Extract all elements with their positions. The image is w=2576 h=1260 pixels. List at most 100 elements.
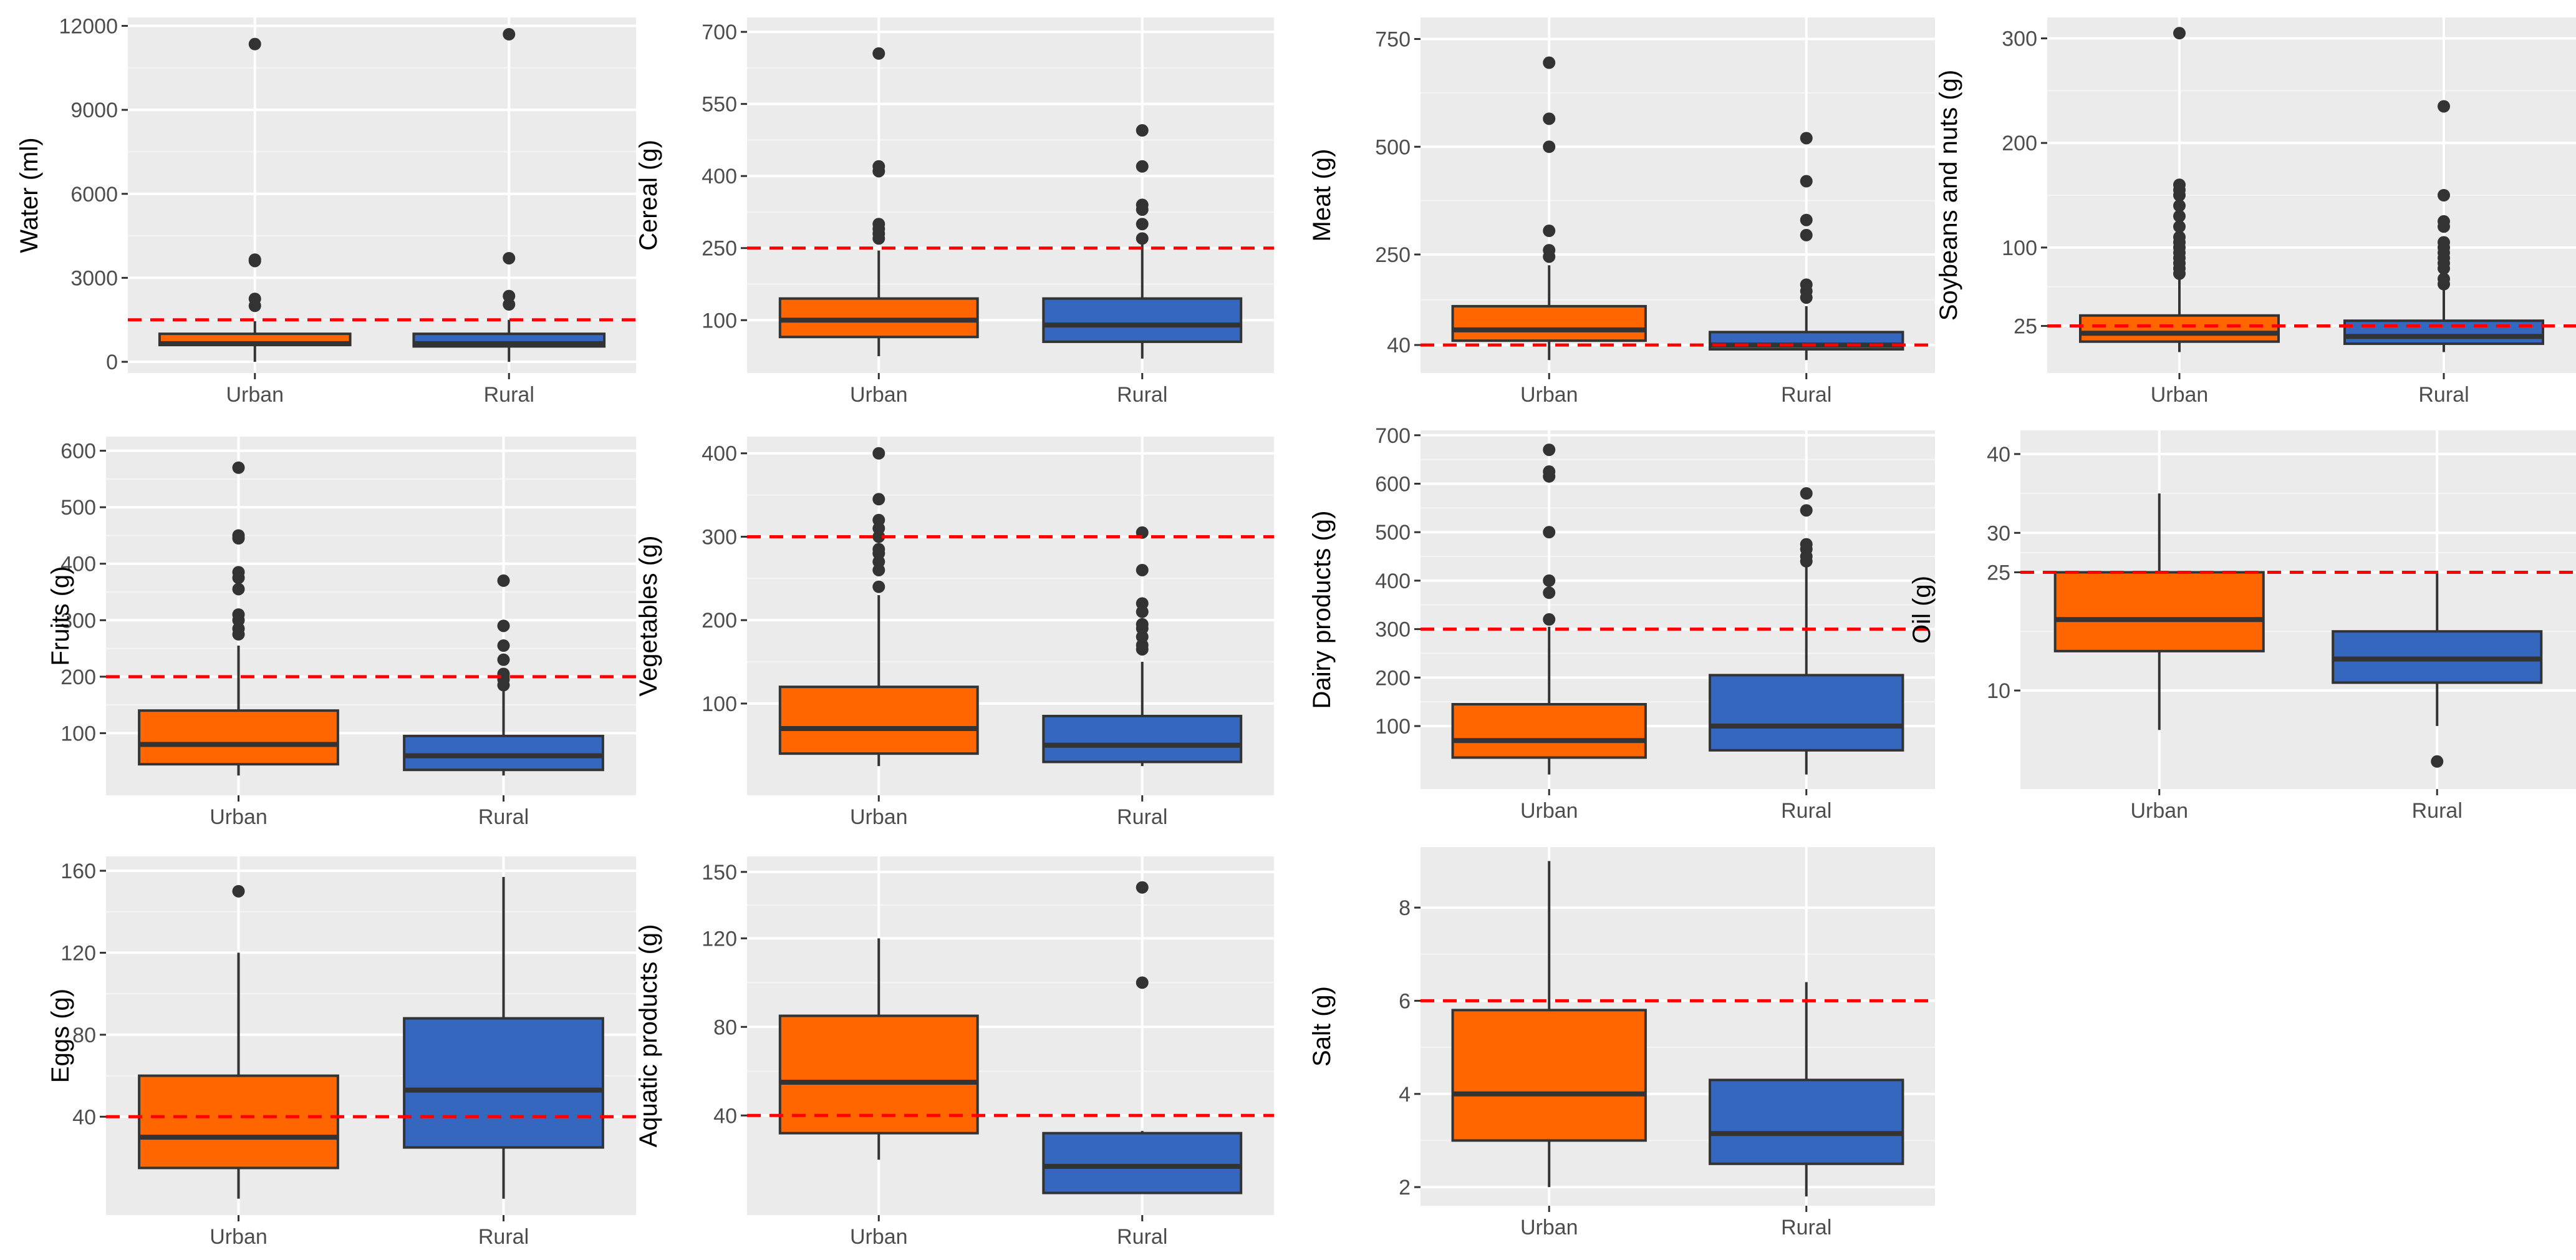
outlier-point [1543,586,1556,599]
outlier-point [2173,199,2186,212]
box-rural [403,876,604,1199]
outlier-point [1543,225,1556,237]
x-tick-label: Rural [478,1225,529,1249]
chart-panel-0: 0 3000 6000 9000 12000 Urban Rural Water (ml) [16,14,636,407]
x-tick-label: Urban [850,1225,908,1249]
chart-panel-4: 100 200 300 400 500 600 Urban Rural Fruits (g) [47,437,636,829]
outlier-point [1543,574,1556,587]
box-urban [158,37,352,362]
y-tick-label: 250 [702,237,737,261]
outlier-point [248,293,261,306]
outlier-point [1543,140,1556,153]
box-urban [1451,861,1647,1188]
outlier-point [248,253,261,266]
y-tick-label: 25 [2014,315,2037,339]
box-urban [1451,56,1647,361]
outlier-point [497,574,510,587]
x-tick-label: Rural [1117,1225,1167,1249]
y-tick-label: 300 [1375,618,1411,642]
chart-panel-5: 100 200 300 400 Urban Rural Vegetables (g) [635,437,1274,829]
y-axis-label: Vegetables (g) [635,536,662,697]
outlier-point [503,289,516,303]
chart-panel-1: 100 250 400 550 700 Urban Rural Cereal (g) [635,17,1274,407]
box-urban [138,461,339,776]
y-axis-label: Eggs (g) [47,989,74,1083]
y-tick-label: 100 [702,692,737,716]
box-rural [1042,124,1243,359]
y-tick-label: 2 [1399,1176,1411,1199]
outlier-point [2438,189,2450,201]
outlier-point [1800,228,1813,241]
y-tick-label: 40 [1987,443,2010,467]
iqr-box [1709,674,1904,752]
chart-panel-8: 40 80 120 160 Urban Rural Eggs (g) [47,856,636,1249]
y-tick-label: 300 [2002,27,2037,51]
y-tick-label: 700 [1375,424,1411,448]
x-tick-label: Urban [1520,383,1578,407]
outlier-point [1543,526,1556,539]
outlier-point [872,493,885,506]
y-tick-label: 40 [713,1104,737,1128]
outlier-point [2173,210,2186,223]
outlier-point [1800,132,1813,145]
iqr-box [2053,571,2265,652]
outlier-point [232,583,245,596]
y-axis-label: Cereal (g) [635,140,662,251]
y-tick-label: 300 [702,525,737,549]
x-tick-label: Rural [1117,383,1167,407]
y-tick-label: 10 [1987,679,2010,703]
iqr-box [1042,1132,1243,1195]
box-rural [1709,982,1904,1197]
outlier-point [872,160,885,173]
outlier-point [872,47,885,60]
iqr-box [1042,714,1243,763]
y-tick-label: 4 [1399,1083,1411,1107]
outlier-point [1136,218,1149,231]
y-axis-label: Soybeans and nuts (g) [1935,70,1962,321]
y-axis-label: Aquatic products (g) [635,924,662,1148]
box-urban [2053,493,2265,730]
outlier-point [232,566,245,579]
y-tick-label: 400 [702,165,737,188]
outlier-point [1136,232,1149,245]
iqr-box [2343,319,2544,346]
outlier-point [1800,175,1813,188]
y-axis-label: Meat (g) [1308,149,1336,242]
y-tick-label: 3000 [70,266,118,290]
y-tick-label: 120 [60,941,96,965]
outlier-point [232,461,245,474]
y-tick-label: 100 [2002,236,2037,260]
y-tick-label: 6 [1399,989,1411,1013]
y-tick-label: 80 [72,1024,96,1047]
outlier-point [232,884,245,898]
y-tick-label: 200 [2002,132,2037,155]
x-tick-label: Urban [2151,383,2209,407]
y-tick-label: 100 [60,722,96,745]
box-urban [778,447,979,767]
y-tick-label: 400 [702,442,737,466]
outlier-point [1136,563,1149,576]
y-tick-label: 700 [702,21,737,44]
outlier-point [872,513,885,526]
y-tick-label: 200 [1375,666,1411,690]
iqr-box [778,686,979,755]
y-tick-label: 100 [1375,715,1411,739]
y-axis-label: Dairy products (g) [1308,511,1336,709]
x-tick-label: Rural [1781,799,1831,823]
outlier-point [1543,244,1556,257]
box-rural [1709,487,1904,775]
x-tick-label: Rural [1781,383,1831,407]
x-tick-label: Urban [850,383,908,407]
y-tick-label: 25 [1987,561,2010,584]
box-urban [2079,27,2280,352]
outlier-point [2438,100,2450,113]
outlier-point [872,543,885,556]
y-tick-label: 40 [1387,334,1411,357]
outlier-point [2438,273,2450,286]
iqr-box [778,1014,979,1135]
y-tick-label: 750 [1375,28,1411,52]
y-tick-label: 550 [702,93,737,117]
y-axis-label: Fruits (g) [47,566,74,666]
box-urban [138,884,339,1199]
x-tick-label: Urban [226,383,284,407]
